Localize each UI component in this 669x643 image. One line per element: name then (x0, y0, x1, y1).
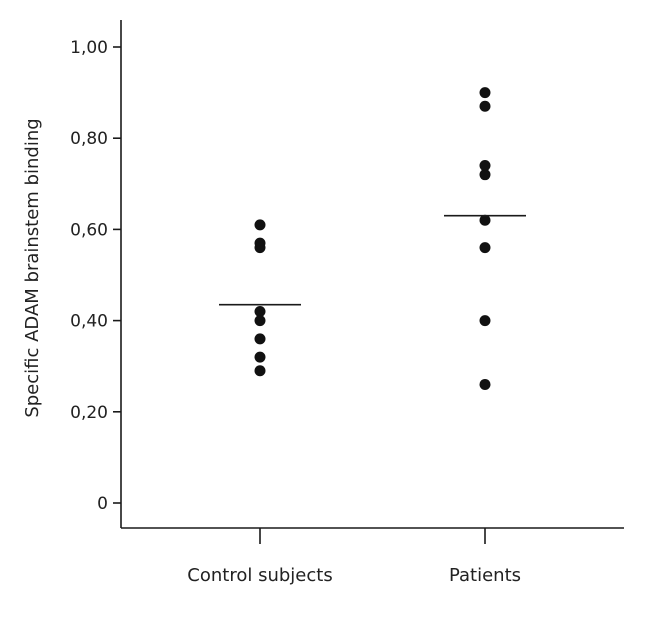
x-category-label: Patients (449, 565, 521, 586)
data-point (479, 214, 491, 226)
data-point (479, 378, 491, 390)
data-point (479, 100, 491, 112)
y-tick-label: 0,80 (70, 129, 108, 149)
data-point (479, 315, 491, 327)
data-point (254, 333, 266, 345)
data-point (254, 365, 266, 377)
data-point (479, 242, 491, 254)
mean-lines (219, 214, 526, 306)
y-tick-label: 0 (97, 494, 108, 514)
y-tick-label: 0,20 (70, 403, 108, 423)
data-point (254, 351, 266, 363)
y-tick-label: 1,00 (70, 38, 108, 58)
data-point (479, 87, 491, 99)
y-axis-label: Specific ADAM brainstem binding (22, 118, 43, 417)
x-categories: Control subjects Patients (187, 528, 521, 586)
x-category-label: Control subjects (187, 565, 332, 586)
data-point (254, 242, 266, 254)
y-ticks: 0 0,20 0,40 0,60 0,80 1,00 (70, 38, 121, 514)
data-points (254, 87, 491, 390)
y-tick-label: 0,40 (70, 312, 108, 332)
data-point (479, 160, 491, 172)
data-point (254, 315, 266, 327)
data-point (254, 305, 266, 317)
data-point (479, 169, 491, 181)
y-tick-label: 0,60 (70, 220, 108, 240)
data-point (254, 219, 266, 231)
